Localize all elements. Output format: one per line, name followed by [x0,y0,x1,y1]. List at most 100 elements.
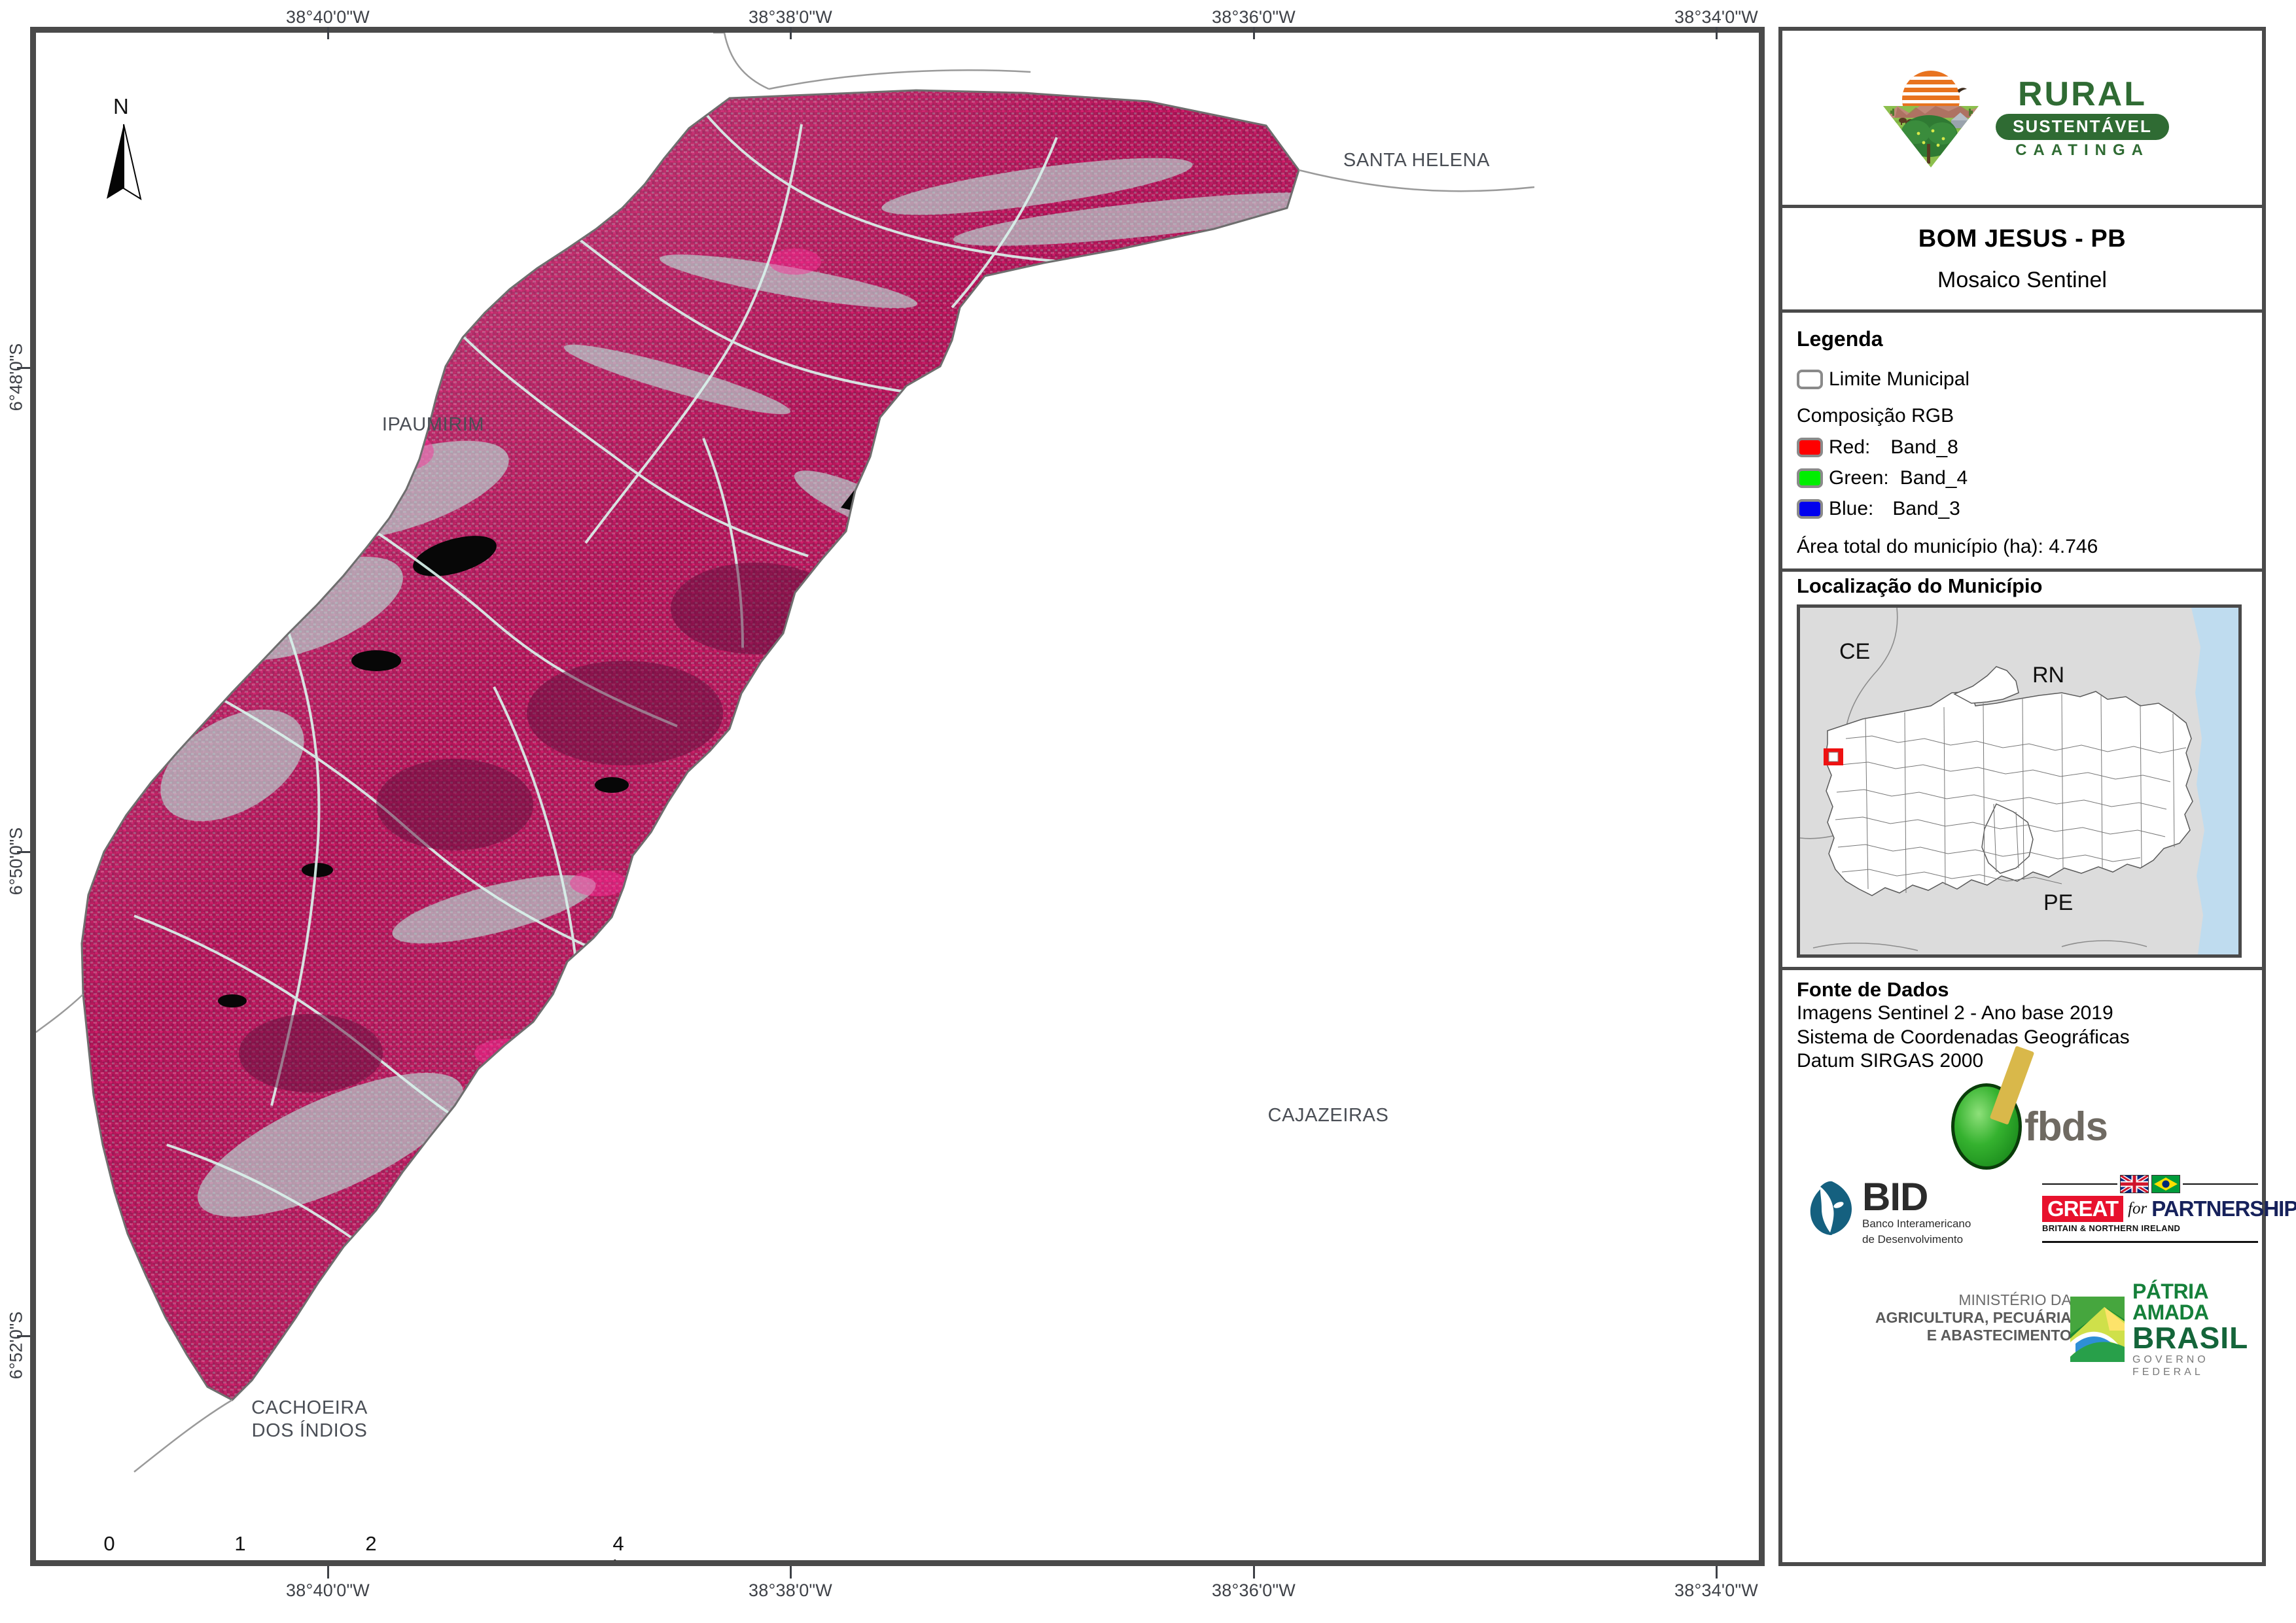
legend-band-label: Band_8 [1890,436,1958,458]
lon-tick-bottom-2 [790,1566,792,1579]
legend-heading: Legenda [1797,327,1883,351]
lon-tick-bottom-3 [1253,1566,1255,1579]
legend-item-blue-band[interactable]: Blue: Band_3 [1797,498,2262,520]
lon-tick-top-4 [1716,27,1718,39]
locator-inset-map[interactable]: CE RN PE [1797,604,2242,958]
side-panel: RURAL SUSTENTÁVEL CAATINGA BOM JESUS - P… [1778,27,2296,1566]
flags-row [2042,1174,2258,1193]
lat-tick-2 [17,851,30,853]
lat-label-1: 6°48'0"S [6,343,26,411]
place-label-line: CAJAZEIRAS [1267,1105,1389,1126]
green-swatch-icon [1797,468,1823,488]
source-heading: Fonte de Dados [1797,978,1949,1001]
satellite-imagery [36,33,1535,1473]
legend-item-label: Limite Municipal [1829,368,1970,390]
bid-acronym: BID [1862,1174,1928,1219]
brasil-line-2: BRASIL [2132,1320,2249,1355]
brand-word-rural: RURAL [2018,75,2147,114]
scale-tick-0: 0 [103,1532,115,1555]
scale-tick-1: 1 [234,1532,246,1555]
source-line-3: Datum SIRGAS 2000 [1797,1050,1984,1072]
rural-sustentavel-emblem-icon [1883,71,1979,167]
fbds-mark-icon [1951,1045,2035,1170]
place-label-line: CACHOEIRA [251,1397,368,1418]
scale-bar: 0 1 2 4 km [103,1532,639,1560]
total-area-label: Área total do município (ha): 4.746 [1797,536,2098,557]
legend-band-label: Band_3 [1892,498,1960,519]
state-label-ce: CE [1839,639,1871,664]
legend-band-label: Band_4 [1899,467,1968,489]
title-block: BOM JESUS - PB Mosaico Sentinel [1782,208,2262,313]
great-divider [2042,1240,2258,1243]
blue-swatch-icon [1797,499,1823,519]
great-row: GREAT for PARTNERSHIP [2042,1195,2296,1222]
legend-channel-label: Red: [1829,436,1871,458]
great-partnership-word: PARTNERSHIP [2151,1196,2296,1221]
lat-tick-1 [17,367,30,369]
bid-mark-icon [1810,1181,1852,1235]
north-arrow-icon [107,124,142,201]
brasil-emblem-icon [2070,1297,2125,1363]
scale-tick-4km: 4 km [612,1532,639,1560]
red-swatch-icon [1797,438,1823,457]
ministry-of-agriculture-logo: MINISTÉRIO DA AGRICULTURA, PECUÁRIA E AB… [1875,1291,2072,1344]
neighbour-boundaries [36,33,1535,1473]
lat-tick-3 [17,1335,30,1337]
legend-item-red-band[interactable]: Red: Band_8 [1797,436,2262,459]
lon-label-top-1: 38°40'0"W [286,7,370,27]
bid-text: BID Banco Interamericano de Desenvolvime… [1862,1174,1971,1247]
place-label-cajazeiras: CAJAZEIRAS [1268,1104,1389,1127]
brand-word-caatinga: CAATINGA [2015,141,2149,159]
legend-block: Legenda Limite Municipal Composição RGB … [1782,313,2262,572]
lat-label-3: 6°52'0"S [6,1311,26,1380]
partner-logos: BID Banco Interamericano de Desenvolvime… [1797,1174,2296,1391]
north-arrow: N [101,94,160,201]
place-label-line: IPAUMIRIM [381,414,485,435]
legend-rgb-heading: Composição RGB [1797,405,1954,427]
source-line-2: Sistema de Coordenadas Geográficas [1797,1026,2130,1048]
brazil-flag-icon [2151,1174,2180,1193]
boundary-swatch-icon [1797,370,1823,389]
place-label-line: DOS ÍNDIOS [251,1420,368,1442]
legend-channel-label: Blue: [1829,498,1874,519]
main-map-frame: N SANTA HELENA IPAUMIRIM CAJAZEIRAS CACH… [30,27,1765,1566]
legend-item-limite-municipal[interactable]: Limite Municipal [1797,368,2262,391]
uk-flag-icon [2120,1174,2149,1193]
lon-label-top-2: 38°38'0"W [749,7,832,27]
brasil-line-1: PÁTRIA AMADA [2132,1279,2209,1324]
scale-bar-numbers: 0 1 2 4 km [103,1532,639,1560]
page-subtitle: Mosaico Sentinel [1937,267,2107,292]
great-for-partnership-logo: GREAT for PARTNERSHIP BRITAIN & NORTHERN… [2042,1174,2296,1243]
great-sub-label: BRITAIN & NORTHERN IRELAND [2042,1223,2181,1233]
north-arrow-label: N [113,94,129,118]
lon-tick-bottom-4 [1716,1566,1718,1579]
place-label-cachoeira-dos-indios: CACHOEIRA DOS ÍNDIOS [251,1397,368,1443]
legend-channel-label: Green: [1829,467,1889,489]
ministry-line-2: AGRICULTURA, PECUÁRIA [1875,1308,2072,1326]
lon-label-bottom-2: 38°38'0"W [749,1580,832,1600]
bid-subtitle-line-2: de Desenvolvimento [1862,1233,1964,1246]
fbds-wordmark: fbds [2024,1104,2108,1149]
ministry-line-3: E ABASTECIMENTO [1926,1327,2072,1344]
lon-label-top-3: 38°36'0"W [1212,7,1296,27]
great-for-word: for [2128,1199,2147,1217]
brasil-text: PÁTRIA AMADA BRASIL GOVERNO FEDERAL [2132,1281,2262,1378]
lon-label-bottom-1: 38°40'0"W [286,1580,370,1600]
great-word: GREAT [2042,1195,2124,1222]
lat-label-2: 6°50'0"S [6,827,26,896]
data-source-block: Fonte de Dados Imagens Sentinel 2 - Ano … [1782,970,2296,1391]
lon-tick-top-1 [327,27,329,39]
lon-tick-bottom-1 [327,1566,329,1579]
lon-label-top-4: 38°34'0"W [1674,7,1758,27]
municipal-boundary-outline [80,89,1300,1401]
map-canvas[interactable]: N SANTA HELENA IPAUMIRIM CAJAZEIRAS CACH… [36,33,1759,1560]
legend-item-green-band[interactable]: Green: Band_4 [1797,467,2262,489]
governo-federal-logo: PÁTRIA AMADA BRASIL GOVERNO FEDERAL [2070,1281,2262,1378]
brand-word-sustentavel: SUSTENTÁVEL [1996,114,2169,140]
state-label-pe: PE [2043,890,2074,915]
ministry-line-1: MINISTÉRIO DA [1958,1291,2072,1308]
bid-logo: BID Banco Interamericano de Desenvolvime… [1806,1174,1971,1247]
place-label-ipaumirim: IPAUMIRIM [382,413,484,436]
brand-wordmark: RURAL SUSTENTÁVEL CAATINGA [1996,77,2169,158]
